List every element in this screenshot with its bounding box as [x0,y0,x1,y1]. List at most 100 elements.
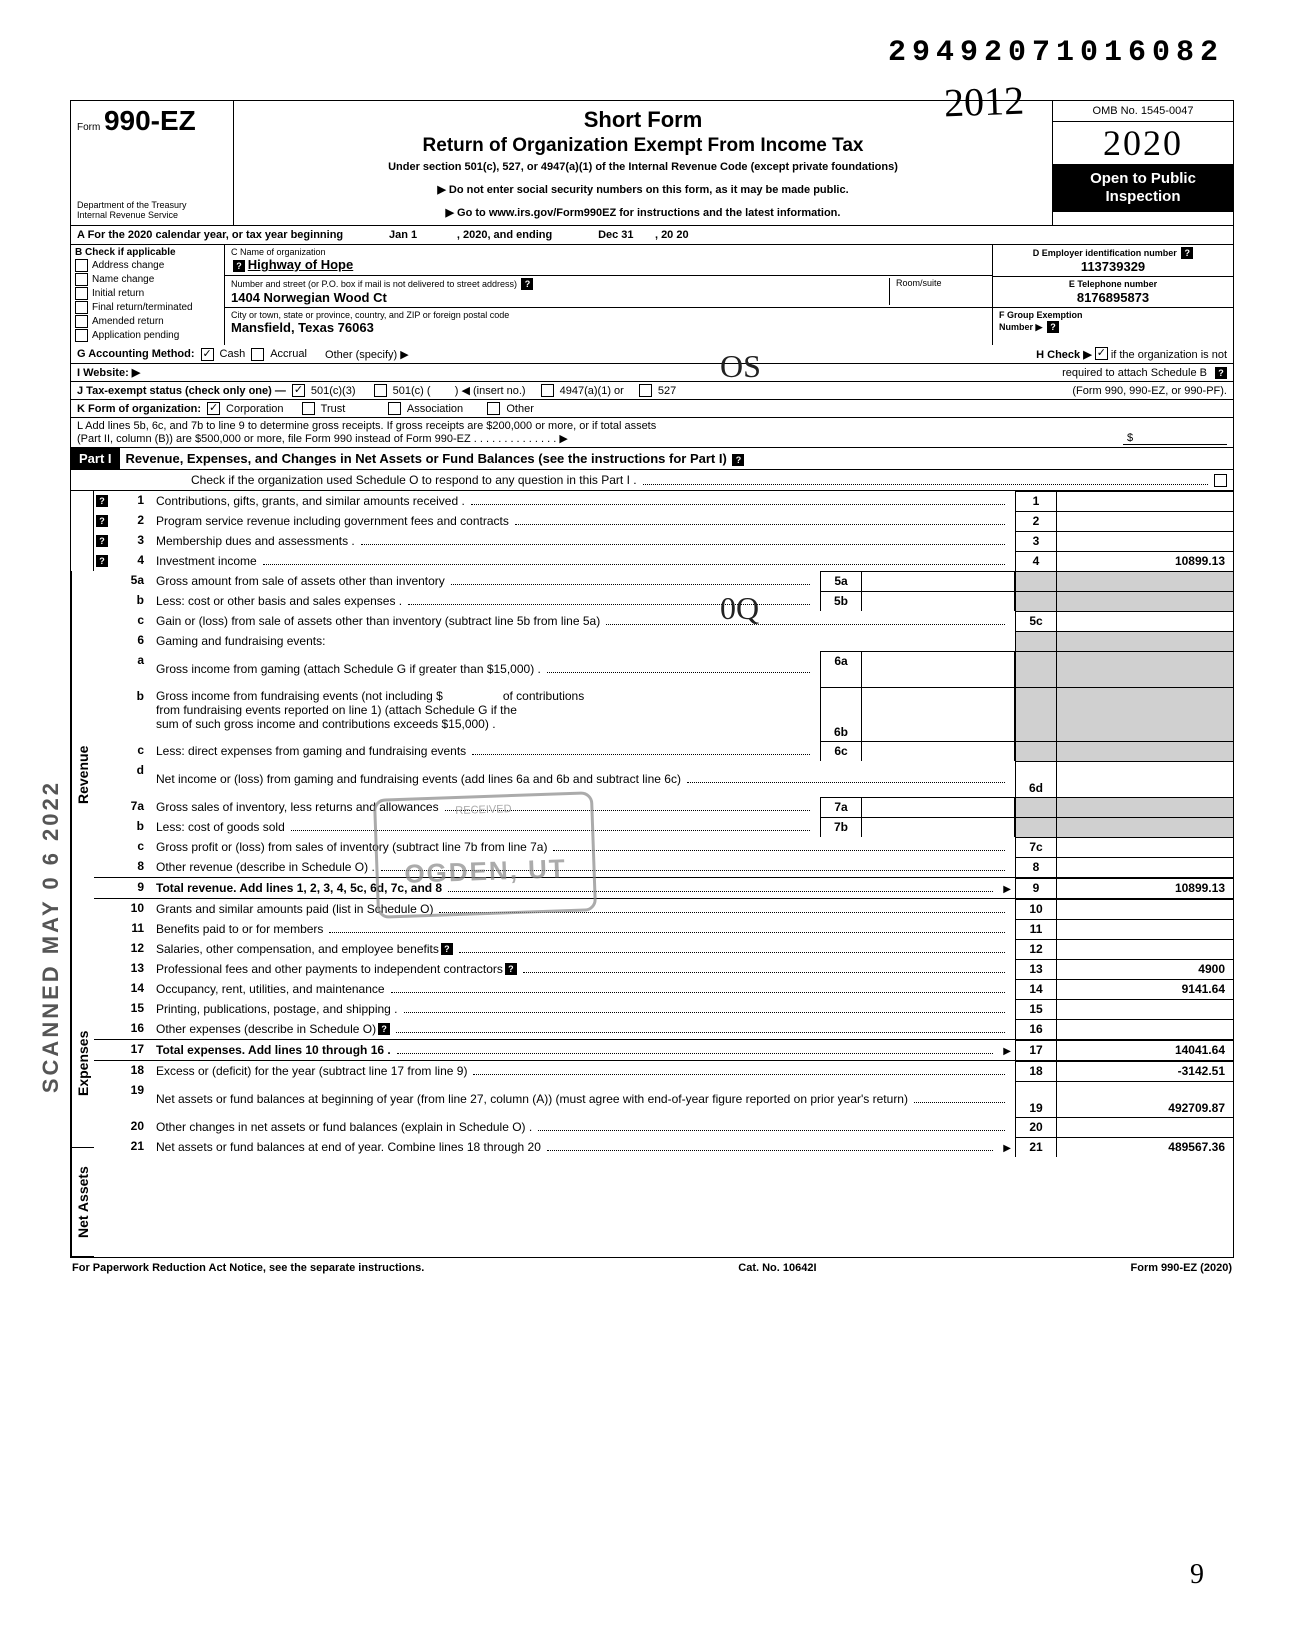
part1-title: Revenue, Expenses, and Changes in Net As… [120,448,1233,469]
handwritten-year: 2012 [943,77,1025,127]
form-990-note: (Form 990, 990-EZ, or 990-PF). [1072,385,1227,397]
city-row: City or town, state or province, country… [225,308,992,338]
row-h: H Check ▶ if the organization is not [1036,347,1227,361]
help-icon: ? [96,515,108,527]
line-5c: cGain or (loss) from sale of assets othe… [94,611,1233,631]
phone-cell: E Telephone number 8176895873 [993,277,1233,308]
col-c-org-info: C Name of organization ? Highway of Hope… [225,245,992,345]
form-version: Form 990-EZ (2020) [1131,1262,1232,1274]
row-j-tax-status: J Tax-exempt status (check only one) — 5… [71,382,1233,400]
line-6a: aGross income from gaming (attach Schedu… [94,651,1233,687]
checkbox-trust-icon[interactable] [302,402,315,415]
line-19: 19Net assets or fund balances at beginni… [94,1081,1233,1117]
help-icon: ? [96,555,108,567]
line-7a: 7aGross sales of inventory, less returns… [94,797,1233,817]
checkbox-icon[interactable] [75,259,88,272]
checkbox-icon[interactable] [75,287,88,300]
help-icon: ? [521,278,533,290]
checkbox-other-icon[interactable] [487,402,500,415]
line-6c: cLess: direct expenses from gaming and f… [94,741,1233,761]
ein-value: 113739329 [1081,259,1145,274]
chk-name-change: Name change [75,273,220,286]
checkbox-4947-icon[interactable] [541,384,554,397]
form-prefix: Form [77,122,100,133]
line-13-value: 4900 [1056,959,1233,979]
line-5a: 5aGross amount from sale of assets other… [94,571,1233,591]
col-b-header: B Check if applicable [75,247,220,258]
handwritten-mark-1: 0Q [720,590,759,627]
part1-label: Part I [71,448,120,469]
line-9: 9Total revenue. Add lines 1, 2, 3, 4, 5c… [94,877,1233,898]
expenses-side-label: Expenses [71,979,94,1148]
line-19-value: 492709.87 [1056,1081,1233,1117]
line-14-value: 9141.64 [1056,979,1233,999]
row-g-accounting: G Accounting Method: Cash Accrual Other … [71,345,1233,364]
goto-url: ▶ Go to www.irs.gov/Form990EZ for instru… [244,206,1042,219]
help-icon: ? [96,495,108,507]
short-form-label: Short Form [244,107,1042,133]
line-17: 17Total expenses. Add lines 10 through 1… [94,1039,1233,1060]
line-13: 13Professional fees and other payments t… [94,959,1233,979]
open-to-public: Open to Public Inspection [1053,164,1233,212]
part1-lines-table: Revenue Expenses Net Assets ?1Contributi… [70,491,1234,1258]
under-section: Under section 501(c), 527, or 4947(a)(1)… [244,161,1042,173]
gross-receipts-dollar: $ [1123,432,1227,445]
help-icon: ? [1047,321,1059,333]
handwritten-mark-2: OS [720,348,761,385]
help-icon: ? [1181,247,1193,259]
line-20: 20Other changes in net assets or fund ba… [94,1117,1233,1137]
page-footer: For Paperwork Reduction Act Notice, see … [70,1258,1234,1278]
form-number: 990-EZ [104,105,196,136]
checkbox-501c3-icon[interactable] [292,384,305,397]
ssn-warning: ▶ Do not enter social security numbers o… [244,183,1042,196]
line-9-value: 10899.13 [1056,878,1233,898]
paperwork-notice: For Paperwork Reduction Act Notice, see … [72,1262,424,1274]
checkbox-icon[interactable] [75,301,88,314]
city-state-zip: Mansfield, Texas 76063 [231,320,374,335]
checkbox-assoc-icon[interactable] [388,402,401,415]
chk-address-change: Address change [75,259,220,272]
chk-final-return: Final return/terminated [75,301,220,314]
col-b-checkboxes: B Check if applicable Address change Nam… [71,245,225,345]
row-l-gross-receipts: L Add lines 5b, 6c, and 7b to line 9 to … [71,418,1233,447]
row-i-website: I Website: ▶ required to attach Schedule… [71,364,1233,382]
street-row: Number and street (or P.O. box if mail i… [225,276,992,308]
line-11: 11Benefits paid to or for members11 [94,919,1233,939]
help-icon: ? [96,535,108,547]
line-2: ?2Program service revenue including gove… [94,511,1233,531]
checkbox-501c-icon[interactable] [374,384,387,397]
help-icon: ? [378,1023,390,1035]
chk-application-pending: Application pending [75,329,220,342]
line-6b: b Gross income from fundraising events (… [94,687,1233,741]
checkbox-icon[interactable] [75,273,88,286]
street-address: 1404 Norwegian Wood Ct [231,290,387,305]
revenue-side-label: Revenue [71,571,94,979]
year-end: Dec 31 [598,229,633,241]
checkbox-icon[interactable] [75,329,88,342]
arrow-icon [999,881,1011,895]
netassets-side-label: Net Assets [71,1148,94,1257]
line-18: 18Excess or (deficit) for the year (subt… [94,1060,1233,1081]
checkbox-527-icon[interactable] [639,384,652,397]
checkbox-corp-icon[interactable] [207,402,220,415]
line-21-value: 489567.36 [1056,1137,1233,1157]
title-box: Short Form Return of Organization Exempt… [234,101,1053,225]
line-8: 8Other revenue (describe in Schedule O) … [94,857,1233,877]
line-1: ?1Contributions, gifts, grants, and simi… [94,491,1233,511]
checkbox-h-icon[interactable] [1095,347,1108,360]
group-exemption-cell: F Group Exemption Number ▶ ? [993,308,1233,335]
dot-leader [643,475,1208,484]
checkbox-schedule-o-icon[interactable] [1214,474,1227,487]
line-14: 14Occupancy, rent, utilities, and mainte… [94,979,1233,999]
row-a-tax-year: A For the 2020 calendar year, or tax yea… [70,226,1234,245]
page-number: 9 [1190,1559,1204,1591]
form-page: 29492071016082 2012 Form 990-EZ Departme… [0,0,1304,1651]
checkbox-cash-icon[interactable] [201,348,214,361]
help-icon: ? [505,963,517,975]
help-icon: ? [732,454,744,466]
identity-grid: B Check if applicable Address change Nam… [70,245,1234,345]
line-7c: cGross profit or (loss) from sales of in… [94,837,1233,857]
line-10: 10Grants and similar amounts paid (list … [94,898,1233,919]
checkbox-icon[interactable] [75,315,88,328]
checkbox-accrual-icon[interactable] [251,348,264,361]
